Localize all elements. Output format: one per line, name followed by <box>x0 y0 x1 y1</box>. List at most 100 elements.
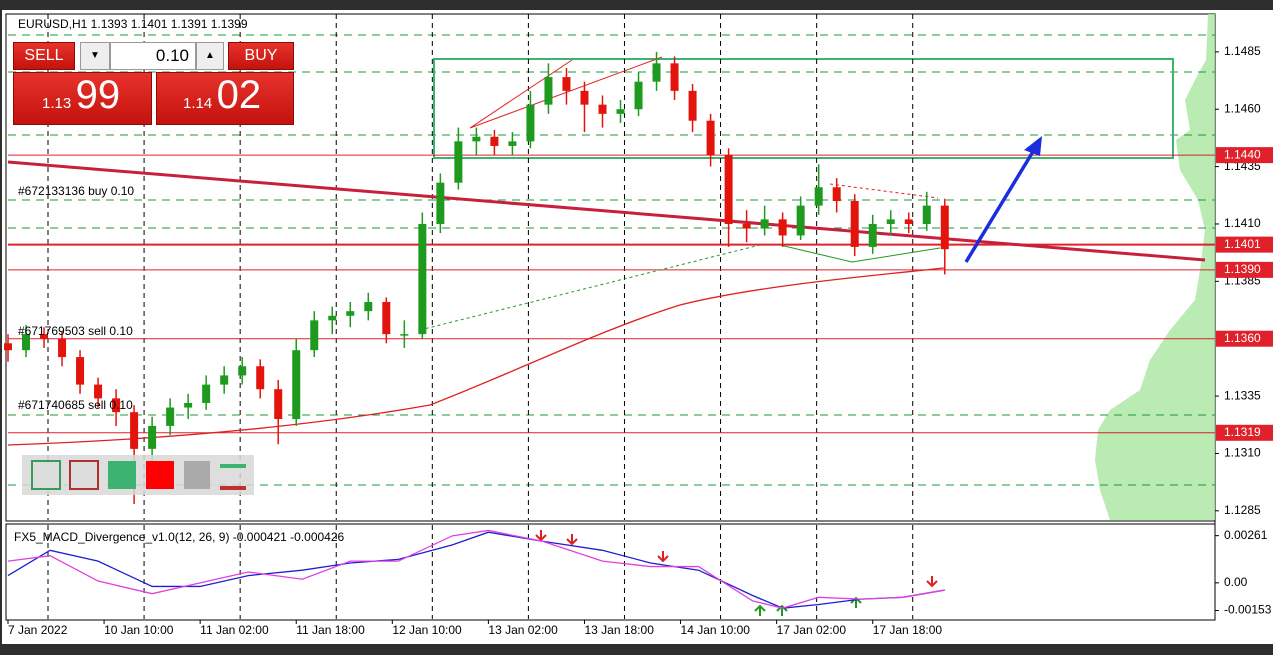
price-label: 1.1319 <box>1224 425 1261 439</box>
candle-body <box>724 155 733 224</box>
candle-body <box>346 311 355 316</box>
candle-body <box>148 425 157 449</box>
candle-body <box>904 219 913 224</box>
candle-body <box>40 334 49 339</box>
y-tick-label: 1.1310 <box>1224 446 1261 460</box>
candle-body <box>688 90 697 121</box>
y2-tick-label: 0.00261 <box>1224 528 1268 542</box>
x-tick-label: 17 Jan 02:00 <box>777 623 847 637</box>
order-label: #672133136 buy 0.10 <box>18 184 134 198</box>
x-tick-label: 11 Jan 18:00 <box>296 623 365 637</box>
candle-body <box>616 109 625 114</box>
x-tick-label: 11 Jan 02:00 <box>200 623 269 637</box>
candle-body <box>184 402 193 408</box>
candle-body <box>238 366 247 376</box>
order-label: #671740685 sell 0.10 <box>18 398 133 412</box>
candle-body <box>490 136 499 146</box>
ask-price[interactable]: 1.14 02 <box>156 72 294 125</box>
candle-body <box>364 301 373 312</box>
candles <box>4 51 949 504</box>
candle-body <box>760 219 769 229</box>
candle-body <box>76 357 85 385</box>
candle-body <box>562 77 571 91</box>
candle-body <box>526 104 535 142</box>
candle-body <box>202 384 211 403</box>
candle-body <box>706 120 715 156</box>
x-tick-label: 7 Jan 2022 <box>8 623 68 637</box>
x-tick-label: 10 Jan 10:00 <box>104 623 174 637</box>
candle-body <box>544 77 553 105</box>
price-label: 1.1440 <box>1224 147 1261 161</box>
candle-body <box>670 63 679 91</box>
y2-tick-label: 0.00 <box>1224 575 1248 589</box>
candle-body <box>832 187 841 202</box>
macd-line <box>7 529 945 609</box>
candle-body <box>850 201 859 247</box>
y-tick-label: 1.1285 <box>1224 503 1261 517</box>
candle-body <box>940 205 949 250</box>
y-tick-label: 1.1410 <box>1224 216 1261 230</box>
candle-body <box>778 219 787 236</box>
candle-body <box>796 205 805 236</box>
bid-prefix: 1.13 <box>42 95 72 112</box>
candle-body <box>58 338 67 358</box>
trend-line <box>7 160 1206 262</box>
volume-profile <box>1095 14 1215 520</box>
candle-body <box>922 205 931 224</box>
y2-tick-label: -0.00153 <box>1224 603 1272 617</box>
ask-prefix: 1.14 <box>183 95 213 112</box>
candle-body <box>220 375 229 385</box>
y-tick-label: 1.1460 <box>1224 101 1261 115</box>
price-label-box <box>1216 236 1273 253</box>
x-tick-label: 13 Jan 02:00 <box>488 623 558 637</box>
candle-body <box>130 412 139 449</box>
candle-body <box>94 384 103 399</box>
candle-body <box>22 334 31 351</box>
candle-body <box>580 90 589 105</box>
order-label: #671769503 sell 0.10 <box>18 324 133 338</box>
candle-body <box>256 366 265 390</box>
symbol-info: EURUSD,H1 1.1393 1.1401 1.1391 1.1399 <box>18 17 248 31</box>
candle-body <box>742 223 751 229</box>
candle-body <box>508 141 517 146</box>
volume-up[interactable]: ▲ <box>196 42 224 70</box>
y-tick-label: 1.1335 <box>1224 388 1261 402</box>
buy-button[interactable]: BUY <box>228 42 294 70</box>
x-tick-label: 12 Jan 10:00 <box>392 623 462 637</box>
candle-body <box>112 398 121 413</box>
x-tick-label: 17 Jan 18:00 <box>873 623 943 637</box>
price-label-box <box>1216 424 1273 441</box>
macd <box>7 529 945 609</box>
candle-body <box>418 223 427 335</box>
bid-price[interactable]: 1.13 99 <box>13 72 152 125</box>
candle-body <box>274 389 283 420</box>
y-tick-label: 1.1485 <box>1224 44 1261 58</box>
x-tick-label: 13 Jan 18:00 <box>584 623 654 637</box>
price-label-box <box>1216 147 1273 164</box>
candle-body <box>454 141 463 183</box>
candle-body <box>436 182 445 224</box>
candle-body <box>166 407 175 426</box>
price-label-box <box>1216 261 1273 278</box>
candle-body <box>886 219 895 224</box>
sell-button[interactable]: SELL <box>13 42 75 70</box>
blue-arrow <box>964 149 1036 263</box>
candle-body <box>328 315 337 321</box>
candle-body <box>598 104 607 114</box>
candle-body <box>868 223 877 247</box>
price-label-box <box>1216 330 1273 347</box>
candle-body <box>472 136 481 142</box>
candle-body <box>4 343 12 351</box>
ask-big: 02 <box>216 73 262 117</box>
x-tick-label: 14 Jan 10:00 <box>681 623 751 637</box>
candle-body <box>382 301 391 335</box>
volume-input[interactable]: 0.10 <box>110 42 196 70</box>
price-label: 1.1360 <box>1224 331 1261 345</box>
candle-body <box>400 334 409 336</box>
object-toolbar <box>22 455 254 495</box>
candle-body <box>652 63 661 82</box>
volume-down[interactable]: ▼ <box>80 42 110 70</box>
bid-big: 99 <box>75 73 121 117</box>
